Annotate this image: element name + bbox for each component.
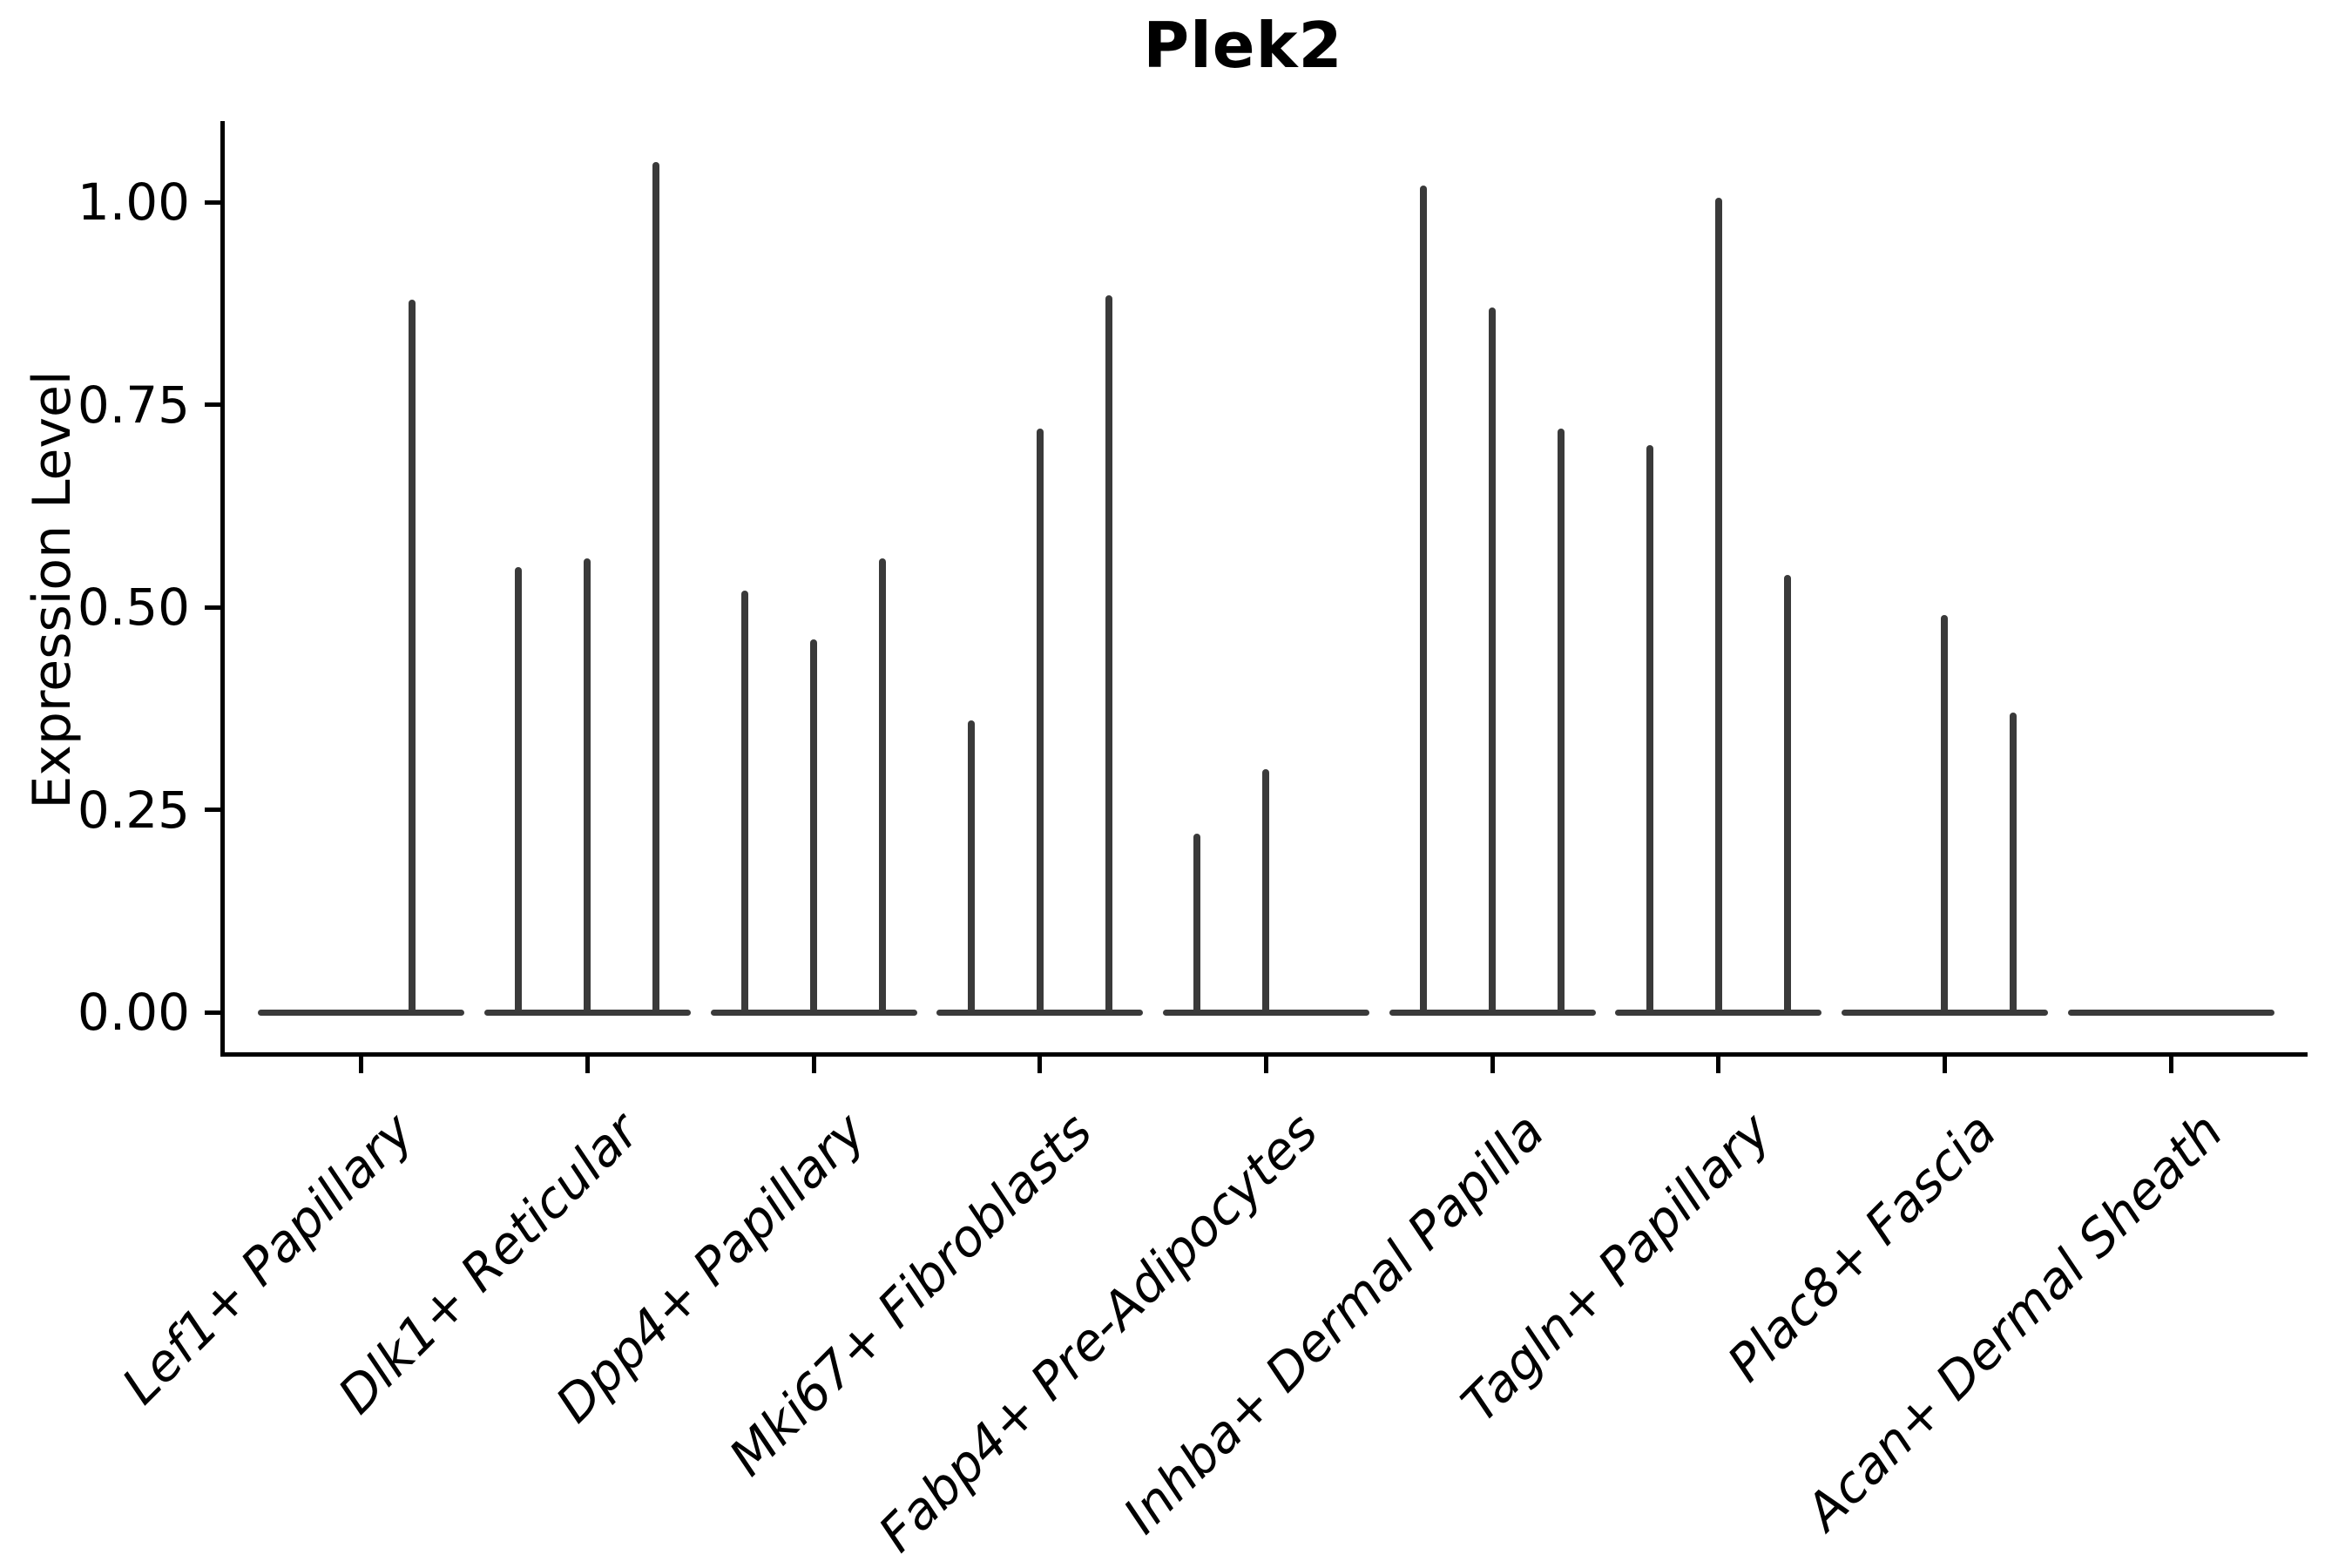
y-tick-mark <box>205 605 224 610</box>
violin-spike <box>408 299 416 1015</box>
x-tick-mark <box>2168 1054 2173 1073</box>
violin-spike <box>1193 834 1201 1015</box>
y-tick-mark <box>205 1010 224 1015</box>
x-tick-mark <box>359 1054 364 1073</box>
violin-baseline <box>2067 1009 2274 1016</box>
y-tick-label: 0.00 <box>77 983 190 1042</box>
x-tick-mark <box>1716 1054 1721 1073</box>
x-tick-mark <box>1942 1054 1947 1073</box>
violin-spike <box>584 558 591 1015</box>
y-axis-spine <box>220 121 225 1057</box>
violin-spike <box>1036 429 1044 1015</box>
violin-spike <box>652 161 660 1015</box>
y-tick-mark <box>205 808 224 812</box>
x-tick-mark <box>811 1054 816 1073</box>
y-tick-mark <box>205 199 224 205</box>
violin-spike <box>515 566 523 1015</box>
y-tick-mark <box>205 402 224 407</box>
x-tick-mark <box>1263 1054 1268 1073</box>
chart-title: Plek2 <box>1143 9 1343 82</box>
y-tick-label: 0.75 <box>77 375 190 435</box>
violin-spike <box>810 639 818 1015</box>
violin-spike <box>967 720 975 1015</box>
violin-spike <box>1105 294 1112 1015</box>
y-tick-label: 0.50 <box>77 578 190 637</box>
y-tick-label: 0.25 <box>77 780 190 840</box>
violin-spike <box>1489 307 1497 1015</box>
x-tick-label: Lef1+ Papillary <box>110 1101 425 1416</box>
violin-spike <box>1646 445 1653 1015</box>
violin-spike <box>1714 198 1722 1015</box>
x-tick-mark <box>1490 1054 1495 1073</box>
violin-baseline <box>258 1009 465 1016</box>
violin-spike <box>1941 615 1949 1015</box>
violin-spike <box>1783 574 1791 1015</box>
violin-spike <box>879 558 887 1015</box>
violin-spike <box>2010 712 2017 1015</box>
x-tick-mark <box>585 1054 590 1073</box>
violin-spike <box>741 591 749 1015</box>
violin-spike <box>1420 186 1428 1015</box>
violin-spike <box>1558 429 1565 1015</box>
y-tick-label: 1.00 <box>77 172 190 232</box>
violin-spike <box>1262 769 1270 1015</box>
x-tick-mark <box>1037 1054 1043 1073</box>
